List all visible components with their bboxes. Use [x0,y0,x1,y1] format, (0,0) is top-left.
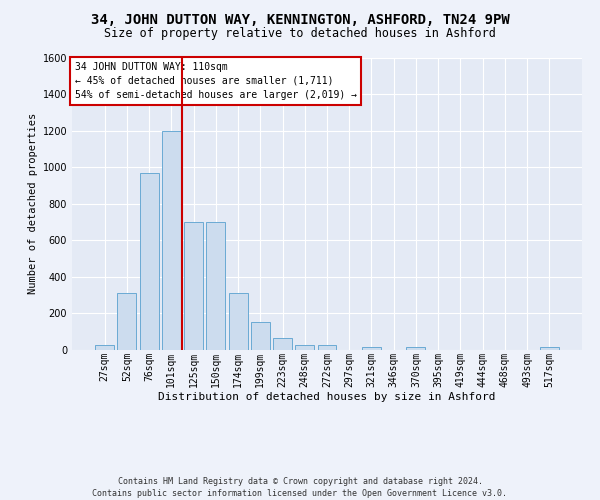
Bar [95,344,114,350]
Text: Size of property relative to detached houses in Ashford: Size of property relative to detached ho… [104,28,496,40]
Bar [162,130,181,350]
Bar [206,222,225,350]
Bar [273,338,292,350]
Bar [317,344,337,350]
X-axis label: Distribution of detached houses by size in Ashford: Distribution of detached houses by size … [158,392,496,402]
Text: 34, JOHN DUTTON WAY, KENNINGTON, ASHFORD, TN24 9PW: 34, JOHN DUTTON WAY, KENNINGTON, ASHFORD… [91,12,509,26]
Text: Contains HM Land Registry data © Crown copyright and database right 2024.
Contai: Contains HM Land Registry data © Crown c… [92,476,508,498]
Bar [251,322,270,350]
Bar [406,348,425,350]
Bar [540,348,559,350]
Y-axis label: Number of detached properties: Number of detached properties [28,113,38,294]
Bar [362,348,381,350]
Bar [118,294,136,350]
Bar [229,294,248,350]
Bar [295,344,314,350]
Bar [184,222,203,350]
Text: 34 JOHN DUTTON WAY: 110sqm
← 45% of detached houses are smaller (1,711)
54% of s: 34 JOHN DUTTON WAY: 110sqm ← 45% of deta… [74,62,356,100]
Bar [140,172,158,350]
